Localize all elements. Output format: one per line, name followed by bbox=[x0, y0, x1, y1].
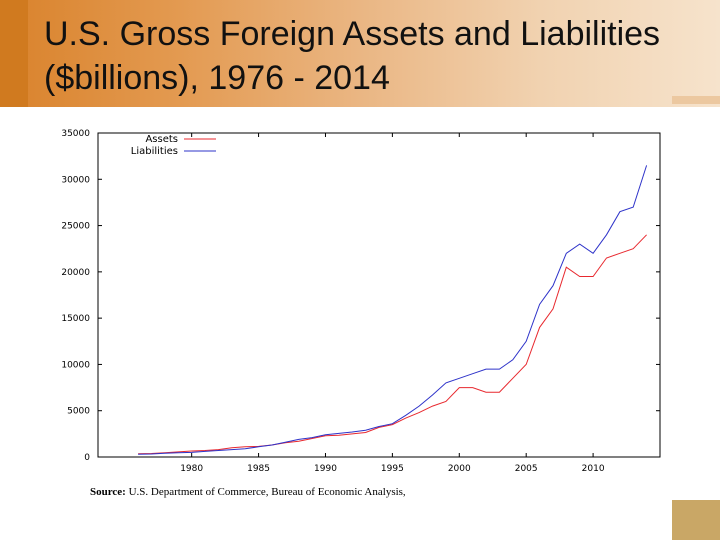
y-tick-label: 0 bbox=[84, 453, 90, 463]
plot-frame bbox=[97, 132, 661, 458]
source-text: U.S. Department of Commerce, Bureau of E… bbox=[125, 486, 406, 498]
x-tick-label: 1995 bbox=[381, 464, 404, 474]
y-tick-label: 15000 bbox=[61, 314, 90, 324]
y-tick-label: 10000 bbox=[61, 360, 90, 370]
title-band bbox=[0, 0, 720, 107]
line-chart: 0 5000 10000 15000 20000 25000 30000 35000 1980 1… bbox=[61, 129, 661, 474]
x-tick-label: 1985 bbox=[247, 464, 270, 474]
slide-title-line-1: U.S. Gross Foreign Assets and Liabilitie… bbox=[44, 15, 661, 53]
title-accent-bar bbox=[0, 0, 28, 107]
x-tick-label: 2010 bbox=[582, 464, 605, 474]
legend-label-assets: Assets bbox=[145, 134, 178, 145]
legend-label-liabilities: Liabilities bbox=[131, 146, 178, 157]
corner-decoration bbox=[672, 500, 720, 540]
series-line-liabilities bbox=[138, 165, 648, 455]
x-tick-label: 1980 bbox=[180, 464, 203, 474]
y-tick-label: 25000 bbox=[61, 222, 90, 232]
slide-title-line-2: ($billions), 1976 - 2014 bbox=[44, 59, 390, 97]
x-tick-label: 2000 bbox=[448, 464, 471, 474]
series-line-assets bbox=[138, 234, 647, 455]
y-tick-label: 35000 bbox=[61, 129, 90, 139]
slide-title: U.S. Gross Foreign Assets and Liabilitie… bbox=[44, 12, 704, 100]
x-tick-label: 2005 bbox=[515, 464, 538, 474]
title-accent-strip bbox=[672, 96, 720, 104]
source-label: Source: bbox=[90, 486, 126, 498]
source-note: Source: U.S. Department of Commerce, Bur… bbox=[90, 486, 406, 498]
y-tick-label: 5000 bbox=[67, 407, 90, 417]
x-tick-label: 1990 bbox=[314, 464, 337, 474]
y-tick-label: 30000 bbox=[61, 175, 90, 185]
y-tick-label: 20000 bbox=[61, 268, 90, 278]
